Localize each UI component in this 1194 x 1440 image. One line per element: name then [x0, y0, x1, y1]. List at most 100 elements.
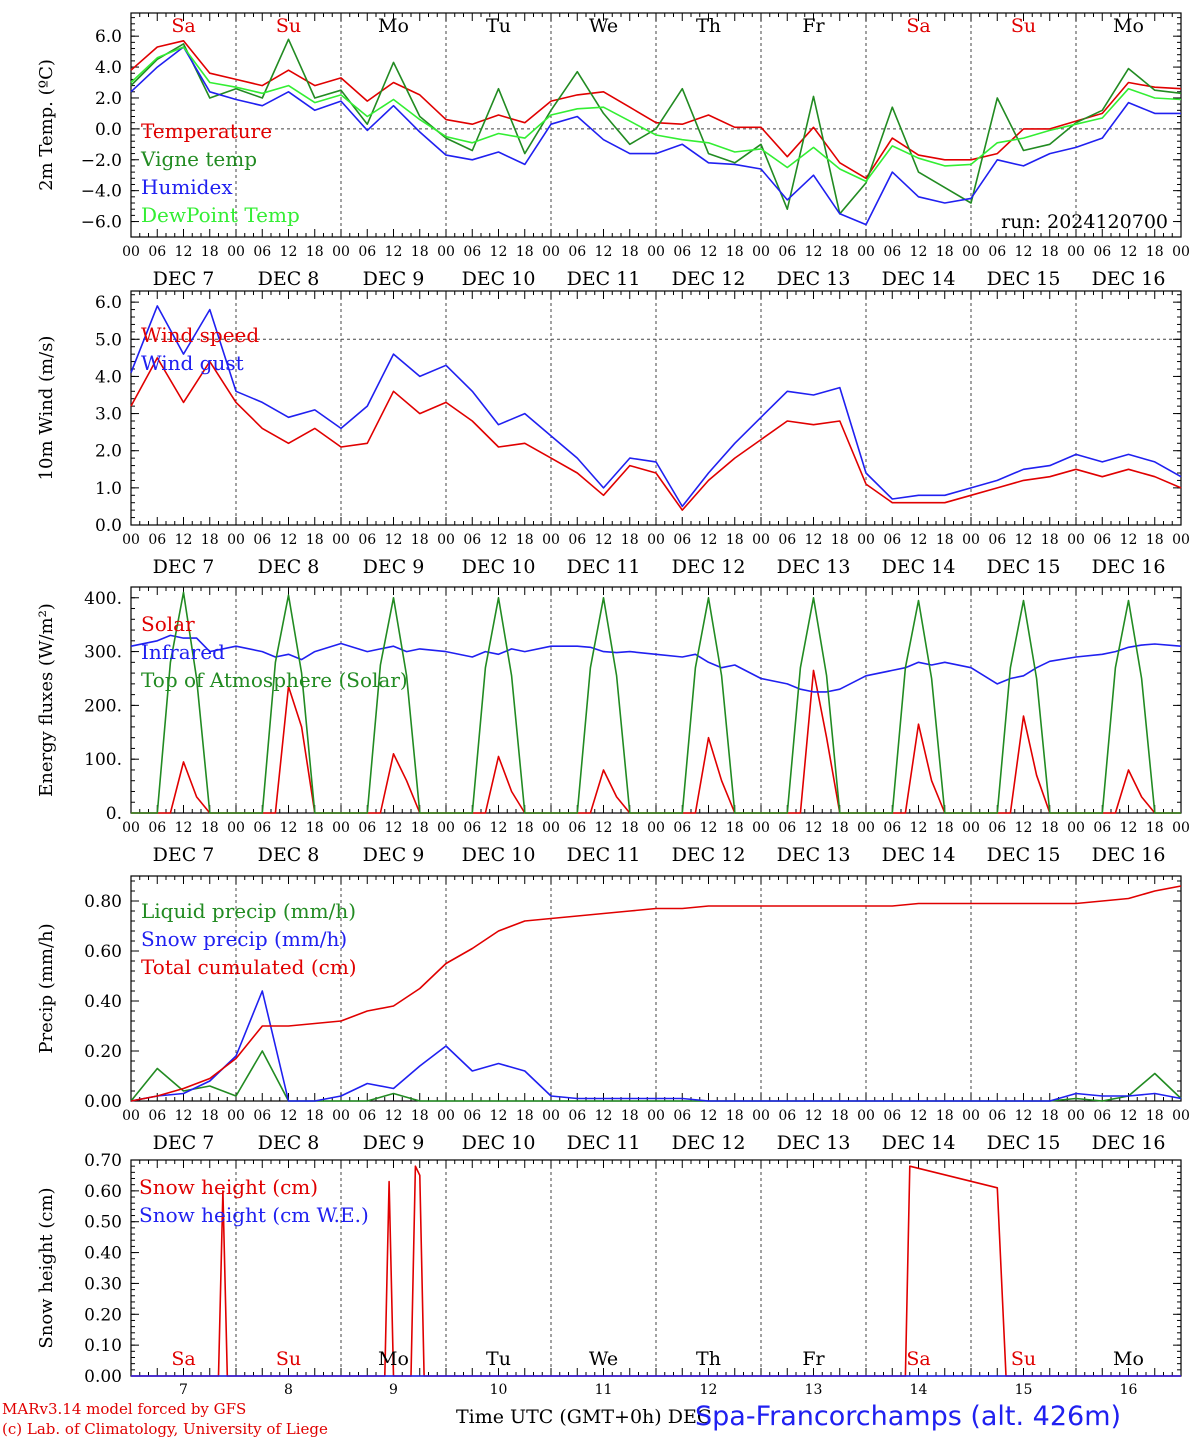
weekday-label: Su	[1011, 1348, 1036, 1370]
hour-tick-label: 00	[752, 820, 770, 836]
hour-tick-label: 12	[700, 820, 718, 836]
hour-tick-label: 18	[1146, 1108, 1164, 1124]
hour-tick-label: 06	[1093, 532, 1111, 548]
hour-tick-label: 18	[726, 532, 744, 548]
date-label: DEC 11	[567, 1132, 641, 1154]
hour-tick-label: 12	[1015, 244, 1033, 260]
hour-tick-label: 12	[280, 1108, 298, 1124]
hour-tick-label: 06	[1093, 244, 1111, 260]
hour-tick-label: 18	[1146, 244, 1164, 260]
y-tick-label: 300.	[84, 643, 122, 663]
hour-tick-label: 12	[700, 1108, 718, 1124]
hour-tick-label: 06	[568, 244, 586, 260]
day-number-label: 13	[805, 1382, 823, 1398]
hour-tick-label: 06	[673, 820, 691, 836]
legend-entry: Solar	[141, 612, 195, 636]
day-number-label: 10	[490, 1382, 508, 1398]
date-label: DEC 15	[987, 1132, 1061, 1154]
legend-entry: Vigne temp	[140, 147, 257, 171]
hour-tick-label: 06	[253, 820, 271, 836]
hour-tick-label: 06	[988, 1108, 1006, 1124]
hour-tick-label: 18	[621, 532, 639, 548]
hour-tick-label: 00	[647, 244, 665, 260]
panel-3	[130, 586, 1182, 814]
hour-tick-label: 00	[1067, 244, 1085, 260]
hour-tick-label: 00	[1067, 532, 1085, 548]
day-number-label: 12	[700, 1382, 718, 1398]
hour-tick-label: 18	[411, 532, 429, 548]
legend-entry: Snow height (cm)	[139, 1175, 318, 1199]
hour-tick-label: 06	[463, 1108, 481, 1124]
weekday-label: Sa	[906, 15, 930, 37]
hour-tick-label: 18	[201, 244, 219, 260]
hour-tick-label: 06	[673, 532, 691, 548]
hour-tick-label: 18	[621, 244, 639, 260]
hour-tick-label: 06	[463, 820, 481, 836]
hour-tick-label: 18	[516, 532, 534, 548]
date-label: DEC 9	[363, 268, 425, 290]
hour-tick-label: 12	[490, 244, 508, 260]
hour-tick-label: 00	[227, 532, 245, 548]
y-tick-label: 4.0	[95, 367, 122, 387]
hour-tick-label: 18	[621, 820, 639, 836]
y-tick-label: 0.70	[84, 1151, 122, 1171]
hour-tick-label: 12	[175, 820, 193, 836]
series-line-humidex	[130, 46, 1181, 226]
y-tick-label: 0.40	[84, 992, 122, 1012]
x-axis-title: Time UTC (GMT+0h) DEC	[456, 1406, 712, 1428]
hour-tick-label: 06	[988, 532, 1006, 548]
station-name: Spa-Francorchamps (alt. 426m)	[695, 1401, 1122, 1432]
hour-tick-label: 06	[1093, 820, 1111, 836]
hour-tick-label: 12	[1015, 820, 1033, 836]
hour-tick-label: 00	[1172, 532, 1190, 548]
weekday-label: Th	[696, 15, 721, 37]
day-number-label: 14	[910, 1382, 928, 1398]
series-line-snow-height-cm-	[131, 1165, 1181, 1377]
hour-tick-label: 06	[463, 532, 481, 548]
hour-tick-label: 00	[1172, 1108, 1190, 1124]
date-label: DEC 10	[462, 844, 536, 866]
weekday-label: Sa	[906, 1348, 930, 1370]
hour-tick-label: 06	[988, 244, 1006, 260]
hour-tick-label: 18	[831, 244, 849, 260]
hour-tick-label: 18	[936, 1108, 954, 1124]
hour-tick-label: 06	[778, 820, 796, 836]
hour-tick-label: 12	[385, 1108, 403, 1124]
hour-tick-label: 12	[910, 532, 928, 548]
hour-tick-label: 06	[358, 532, 376, 548]
hour-tick-label: 18	[726, 1108, 744, 1124]
hour-tick-label: 00	[122, 1108, 140, 1124]
hour-tick-label: 12	[595, 1108, 613, 1124]
y-tick-label: 100.	[84, 750, 122, 770]
hour-tick-label: 12	[490, 820, 508, 836]
y-tick-label: −6.0	[81, 213, 122, 233]
hour-tick-label: 06	[148, 1108, 166, 1124]
date-label: DEC 8	[258, 556, 320, 578]
hour-tick-label: 00	[437, 532, 455, 548]
weekday-label: Tu	[486, 15, 511, 37]
hour-tick-label: 12	[1120, 820, 1138, 836]
hour-tick-label: 06	[568, 1108, 586, 1124]
hour-tick-label: 00	[122, 244, 140, 260]
hour-tick-label: 12	[490, 1108, 508, 1124]
hour-tick-label: 18	[411, 1108, 429, 1124]
hour-tick-label: 12	[175, 1108, 193, 1124]
series-line-total-cumulated-cm-	[130, 885, 1182, 1102]
day-number-label: 8	[284, 1382, 293, 1398]
legend-entry: DewPoint Temp	[141, 203, 300, 227]
model-credit: MARv3.14 model forced by GFS	[2, 1400, 247, 1418]
panel-4	[130, 875, 1182, 1102]
hour-tick-label: 18	[306, 532, 324, 548]
day-number-label: 9	[389, 1382, 398, 1398]
weekday-label: Mo	[1113, 1348, 1144, 1370]
y-tick-label: 0.60	[84, 1182, 122, 1202]
hour-tick-label: 06	[568, 820, 586, 836]
y-tick-label: 0.	[106, 804, 122, 824]
y-tick-label: 5.0	[95, 330, 122, 350]
y-tick-label: 0.80	[84, 892, 122, 912]
date-label: DEC 8	[258, 844, 320, 866]
hour-tick-label: 18	[516, 1108, 534, 1124]
date-label: DEC 14	[882, 268, 956, 290]
panel-1	[130, 12, 1182, 238]
